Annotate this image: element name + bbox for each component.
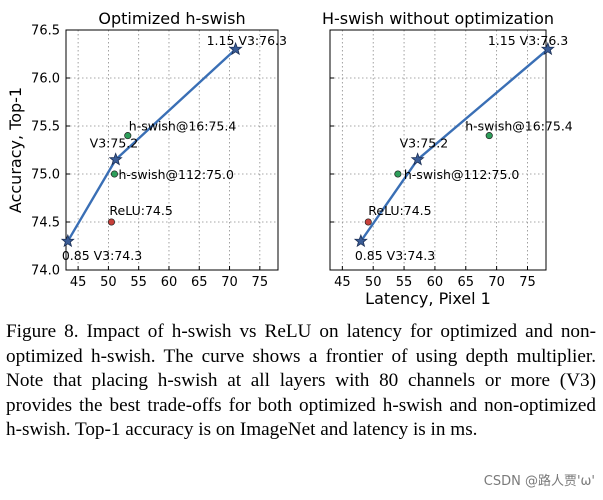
variant-point-label: ReLU:74.5 [368,203,431,218]
x-axis-label: Latency, Pixel 1 [365,289,491,308]
x-tick-label: 75 [252,275,269,290]
star-marker [540,41,555,56]
x-tick-label: 50 [100,275,117,290]
y-tick-label: 76.5 [31,24,60,39]
chart-panel-1: Optimized h-swish 45 50 55 60 65 70 75 74.0 74.5 7… [6,9,287,290]
variant-point [110,170,119,178]
variant-point [124,132,132,140]
variant-point [107,218,115,226]
x-tick-label: 55 [130,275,147,290]
x-tick-label: 75 [519,275,536,290]
star-marker [410,152,425,166]
point-label: V3:75.2 [400,136,449,151]
point-label: 0.85 V3:74.3 [62,248,142,263]
variant-point-label: h-swish@16:75.4 [129,119,237,134]
x-tick-label: 45 [334,275,351,290]
chart-title: Optimized h-swish [98,9,245,28]
plot-frame [65,29,279,271]
figure-caption: Figure 8. Impact of h-swish vs ReLU on l… [6,321,596,440]
y-tick-label: 74.5 [31,216,60,231]
star-marker [60,233,75,248]
x-tick-label: 70 [221,275,238,290]
chart-title: H-swish without optimization [322,9,554,28]
chart-canvas: Optimized h-swish 45 50 55 60 65 70 75 74.0 74.5 7… [6,9,573,308]
watermark: CSDN @路人贾'ω' [483,474,595,489]
variant-point [364,218,372,226]
figure: Optimized h-swish 45 50 55 60 65 70 75 74.0 74.5 7… [6,9,573,308]
plot-frame [329,29,547,271]
point-label: 1.15 V3:76.3 [488,33,568,48]
x-tick-label: 45 [70,275,87,290]
x-tick-label: 65 [457,275,474,290]
variant-point [394,170,402,178]
star-marker [228,41,243,56]
x-tick-label: 55 [396,275,413,290]
y-tick-label: 74.0 [31,264,60,279]
variant-point-label: h-swish@112:75.0 [118,167,234,182]
star-marker [108,152,123,166]
variant-point-label: ReLU:74.5 [109,203,172,218]
point-label: V3:75.2 [90,136,139,151]
y-tick-label: 75.5 [31,120,60,135]
x-tick-label: 60 [427,275,444,290]
y-tick-label: 75.0 [31,168,60,183]
chart-panel-2: H-swish without optimization 45 50 55 60 65 70… [322,9,573,308]
x-tick-label: 65 [191,275,208,290]
point-label: 0.85 V3:74.3 [355,248,435,263]
x-tick-label: 50 [365,275,382,290]
x-tick-label: 60 [161,275,178,290]
point-label: 1.15 V3:76.3 [207,33,287,48]
y-axis-label: Accuracy, Top-1 [6,87,25,213]
y-tick-label: 76.0 [31,72,60,87]
variant-point-label: h-swish@112:75.0 [404,167,520,182]
variant-point [485,132,493,140]
variant-point-label: h-swish@16:75.4 [465,119,573,134]
x-tick-label: 70 [488,275,505,290]
star-marker [353,233,368,248]
